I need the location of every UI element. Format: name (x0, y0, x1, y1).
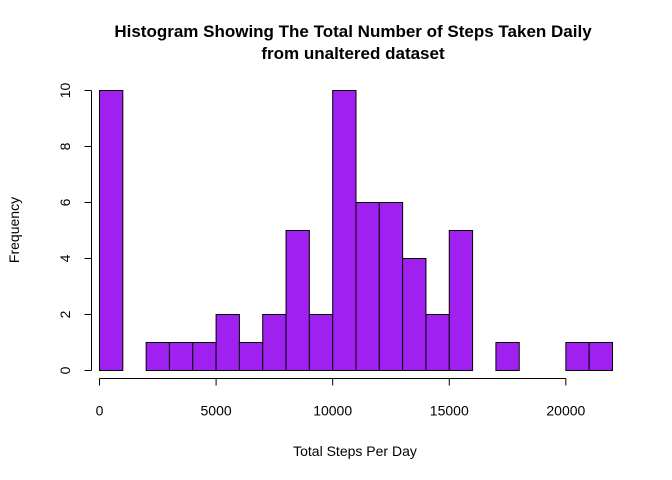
y-axis-label: Frequency (6, 197, 22, 263)
x-tick-label: 5000 (201, 403, 232, 419)
histogram-bar (285, 230, 310, 371)
histogram-bar (168, 342, 194, 371)
x-tick-label: 10000 (313, 403, 352, 419)
histogram-bar (192, 342, 217, 371)
histogram-bar (99, 90, 124, 371)
histogram-bar (355, 202, 380, 371)
histogram-bar (145, 342, 170, 371)
x-tick-label: 0 (96, 403, 104, 419)
x-axis: 0 5000 10000 15000 20000 (96, 378, 586, 419)
y-tick-label: 6 (57, 198, 73, 206)
histogram-bar (378, 202, 404, 371)
y-tick-label: 4 (57, 254, 73, 262)
histogram-bar (402, 258, 427, 371)
x-tick-label: 15000 (430, 403, 469, 419)
chart-title-line-1: Histogram Showing The Total Number of St… (114, 22, 592, 41)
y-tick-label: 0 (57, 366, 73, 374)
histogram-bar (588, 342, 614, 371)
bars-group (99, 90, 614, 371)
chart-title-line-2: from unaltered dataset (261, 44, 445, 63)
histogram-bar (425, 314, 450, 371)
y-tick-label: 10 (57, 83, 73, 99)
histogram-bar (495, 342, 520, 371)
histogram-bar (215, 314, 240, 371)
x-tick-label: 20000 (546, 403, 585, 419)
histogram-bar (308, 314, 334, 371)
y-tick-label: 8 (57, 142, 73, 150)
y-tick-label: 2 (57, 310, 73, 318)
x-axis-label: Total Steps Per Day (293, 443, 417, 459)
y-axis: 0 2 4 6 8 10 (57, 83, 92, 374)
histogram-bar (448, 230, 474, 371)
histogram-bar (332, 90, 357, 371)
histogram-bar (262, 314, 287, 371)
histogram-bar (565, 342, 590, 371)
histogram-bar (238, 342, 264, 371)
